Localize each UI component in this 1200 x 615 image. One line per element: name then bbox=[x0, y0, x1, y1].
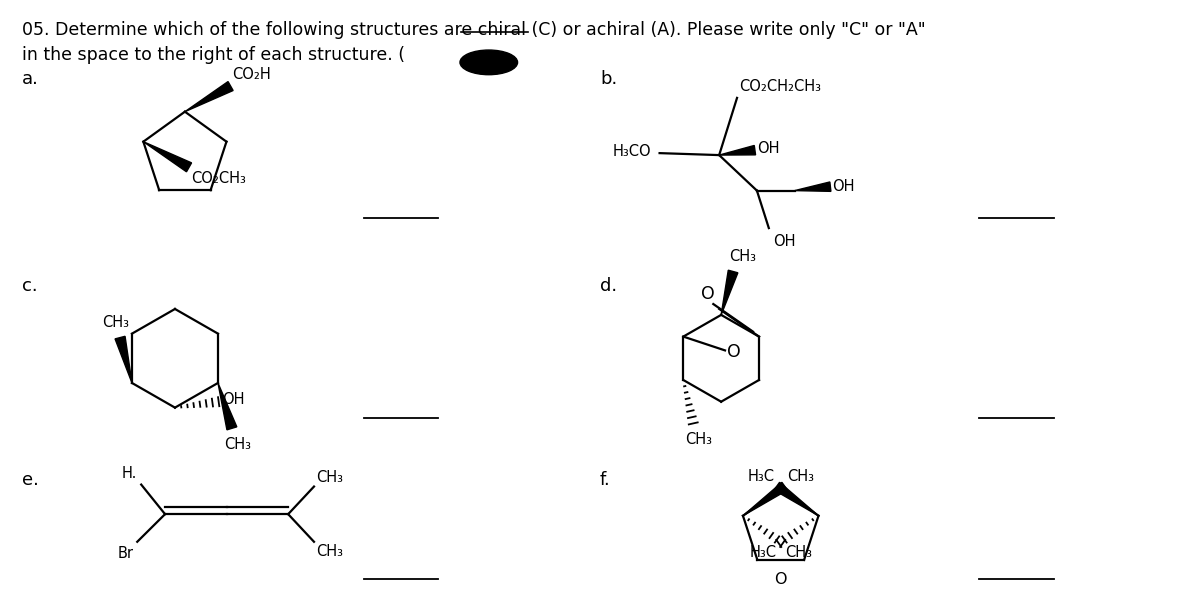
Polygon shape bbox=[743, 482, 787, 516]
Text: d.: d. bbox=[600, 277, 617, 295]
Text: CO₂H: CO₂H bbox=[233, 67, 271, 82]
Text: O: O bbox=[701, 285, 714, 303]
Text: OH: OH bbox=[773, 234, 796, 249]
Text: CH₃: CH₃ bbox=[730, 248, 756, 264]
Text: c.: c. bbox=[22, 277, 37, 295]
Polygon shape bbox=[143, 141, 192, 172]
Text: H₃C: H₃C bbox=[748, 469, 775, 484]
Text: CH₃: CH₃ bbox=[224, 437, 251, 452]
Polygon shape bbox=[115, 336, 132, 383]
Text: f.: f. bbox=[600, 470, 611, 489]
Polygon shape bbox=[794, 182, 830, 191]
Text: CH₃: CH₃ bbox=[685, 432, 713, 447]
Polygon shape bbox=[721, 270, 738, 315]
Text: CO₂CH₂CH₃: CO₂CH₂CH₃ bbox=[739, 79, 821, 94]
Text: b.: b. bbox=[600, 70, 617, 89]
Text: CH₃: CH₃ bbox=[316, 544, 343, 559]
Text: O: O bbox=[727, 343, 740, 362]
Text: OH: OH bbox=[833, 179, 854, 194]
Text: CH₃: CH₃ bbox=[785, 546, 811, 560]
Text: CH₃: CH₃ bbox=[316, 470, 343, 485]
Ellipse shape bbox=[460, 50, 517, 74]
Text: CH₃: CH₃ bbox=[787, 469, 814, 484]
Text: 05. Determine which of the following structures are chiral (C) or achiral (A). P: 05. Determine which of the following str… bbox=[22, 21, 925, 39]
Text: O: O bbox=[774, 572, 787, 587]
Polygon shape bbox=[719, 146, 756, 155]
Polygon shape bbox=[185, 82, 233, 112]
Text: H₃C: H₃C bbox=[750, 546, 776, 560]
Text: H₃CO: H₃CO bbox=[613, 144, 652, 159]
Text: CH₃: CH₃ bbox=[102, 315, 130, 330]
Text: e.: e. bbox=[22, 470, 38, 489]
Text: OH: OH bbox=[757, 141, 780, 156]
Polygon shape bbox=[774, 482, 818, 516]
Text: in the space to the right of each structure. (: in the space to the right of each struct… bbox=[22, 46, 406, 63]
Text: a.: a. bbox=[22, 70, 38, 89]
Text: Br: Br bbox=[118, 546, 133, 561]
Text: H.: H. bbox=[122, 466, 137, 480]
Polygon shape bbox=[218, 383, 236, 430]
Text: OH: OH bbox=[222, 392, 244, 407]
Text: CO₂CH₃: CO₂CH₃ bbox=[191, 171, 246, 186]
